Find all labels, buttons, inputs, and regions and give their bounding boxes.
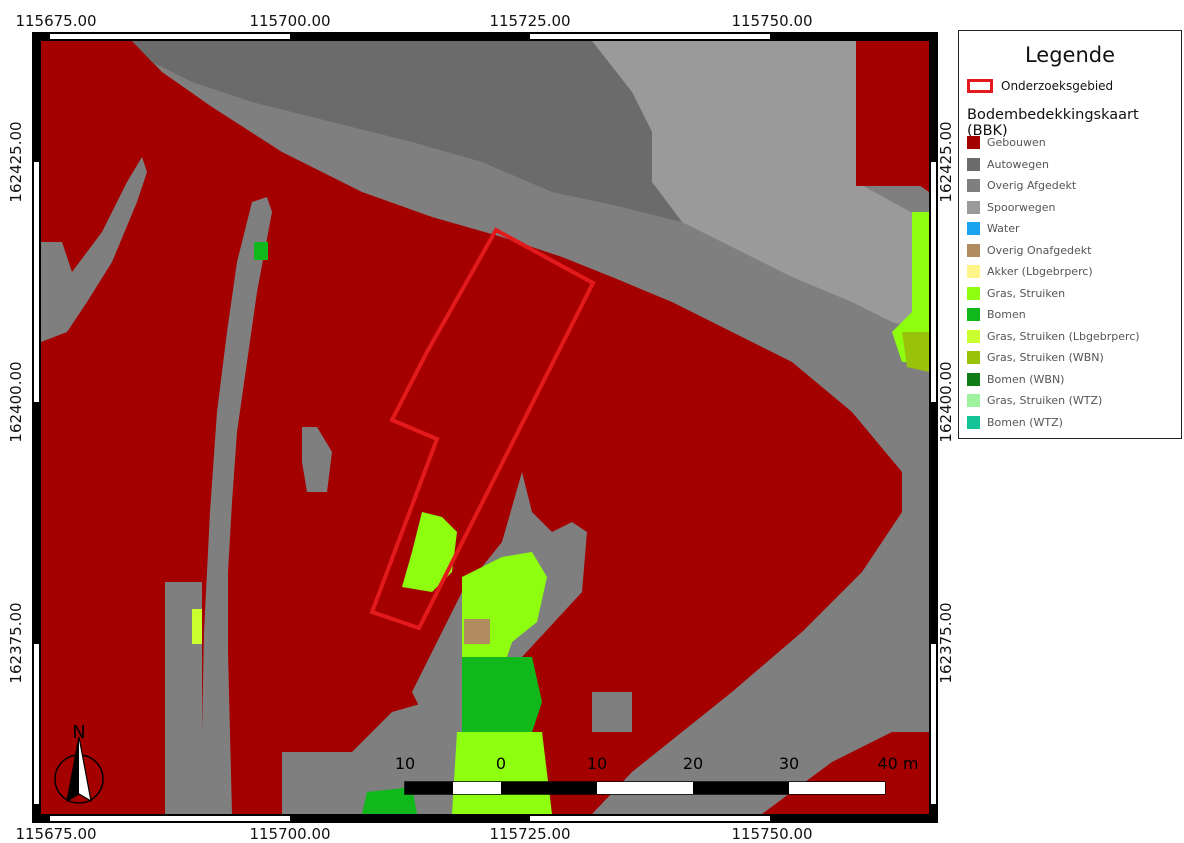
study-area-swatch: [967, 79, 993, 93]
coord-right-3: 162375.00: [937, 602, 955, 684]
legend-subtitle: Bodembedekkingskaart (BBK): [967, 107, 1139, 139]
legend-item: Gras, Struiken (Lbgebrperc): [967, 326, 1140, 348]
road-dark: [132, 41, 682, 222]
coord-top-1: 115675.00: [15, 12, 97, 30]
coord-right-2: 162400.00: [937, 361, 955, 443]
buildings-right: [856, 41, 929, 186]
trees-patch: [462, 657, 542, 732]
covered-south-right: [592, 692, 632, 732]
legend-swatch: [967, 415, 980, 429]
grass-wbn-right: [902, 332, 929, 372]
coord-bottom-4: 115750.00: [731, 825, 813, 843]
legend-swatch: [967, 351, 980, 365]
coord-top-2: 115700.00: [249, 12, 331, 30]
land-cover-layer: [41, 41, 929, 814]
scale-bar: 10 0 10 20 30 40 m: [395, 754, 919, 795]
legend-item: Autowegen: [967, 154, 1140, 176]
scale-label-6: 40 m: [877, 754, 918, 773]
legend-item: Akker (Lbgebrperc): [967, 261, 1140, 283]
legend: Legende Onderzoeksgebied Bodembedekkings…: [958, 30, 1182, 439]
legend-item: Bomen (WBN): [967, 369, 1140, 391]
legend-item: Gebouwen: [967, 132, 1140, 154]
legend-item-label: Akker (Lbgebrperc): [987, 265, 1093, 279]
legend-item-label: Autowegen: [987, 157, 1050, 171]
scale-label-4: 20: [683, 754, 703, 773]
scale-label-2: 0: [496, 754, 506, 773]
trees-small: [254, 242, 268, 260]
legend-swatch: [967, 308, 980, 322]
legend-item-label: Water: [987, 222, 1020, 236]
scale-label-3: 10: [587, 754, 607, 773]
grass-lbg-strip: [192, 609, 202, 644]
legend-item-label: Gras, Struiken: [987, 286, 1066, 300]
north-arrow: N: [54, 722, 104, 804]
coord-bottom-3: 115725.00: [489, 825, 571, 843]
road-central-strip: [202, 197, 272, 814]
legend-swatch: [967, 286, 980, 300]
trees-patch-bottom: [362, 787, 417, 814]
legend-swatch: [967, 265, 980, 279]
coord-bottom-2: 115700.00: [249, 825, 331, 843]
legend-swatch: [967, 372, 980, 386]
legend-swatch: [967, 243, 980, 257]
rail-area: [592, 41, 929, 332]
legend-item: Gras, Struiken (WBN): [967, 347, 1140, 369]
legend-list: Gebouwen Autowegen Overig Afgedekt Spoorweg…: [967, 132, 1140, 433]
legend-item-label: Gebouwen: [987, 136, 1046, 150]
grass-patch-1: [402, 512, 457, 592]
grass-patch-3: [452, 732, 552, 814]
grass-right-1: [892, 212, 929, 362]
legend-swatch: [967, 136, 980, 150]
scale-label-1: 10: [395, 754, 415, 773]
legend-title: Legende: [1024, 43, 1116, 67]
legend-item: Overig Onafgedekt: [967, 240, 1140, 262]
legend-swatch: [967, 394, 980, 408]
legend-item: Spoorwegen: [967, 197, 1140, 219]
coord-top-3: 115725.00: [489, 12, 571, 30]
legend-item: Overig Afgedekt: [967, 175, 1140, 197]
coord-bottom-1: 115675.00: [15, 825, 97, 843]
legend-swatch: [967, 179, 980, 193]
study-area-outline: [369, 227, 596, 631]
coord-left-1: 162425.00: [7, 121, 25, 203]
legend-item-label: Bomen: [987, 308, 1026, 322]
legend-item-label: Overig Afgedekt: [987, 179, 1077, 193]
legend-item-label: Gras, Struiken (Lbgebrperc): [987, 329, 1140, 343]
legend-item: Bomen (WTZ): [967, 412, 1140, 434]
legend-item-label: Bomen (WTZ): [987, 415, 1063, 429]
legend-swatch: [967, 200, 980, 214]
coord-left-3: 162375.00: [7, 602, 25, 684]
legend-item: Bomen: [967, 304, 1140, 326]
study-area-label: Onderzoeksgebied: [1001, 79, 1114, 93]
north-arrow-label: N: [72, 722, 85, 743]
legend-study-area: Onderzoeksgebied: [967, 79, 1113, 93]
unpaved-patch: [464, 619, 490, 644]
land-cover-map[interactable]: N 10 0 10 20 30 40 m: [32, 32, 938, 823]
coord-right-1: 162425.00: [937, 121, 955, 203]
coord-top-4: 115750.00: [731, 12, 813, 30]
covered-patch: [302, 427, 332, 492]
coord-left-2: 162400.00: [7, 361, 25, 443]
legend-item: Gras, Struiken (WTZ): [967, 390, 1140, 412]
legend-swatch: [967, 157, 980, 171]
legend-item-label: Bomen (WBN): [987, 372, 1065, 386]
legend-swatch: [967, 222, 980, 236]
legend-swatch: [967, 329, 980, 343]
legend-item-label: Gras, Struiken (WTZ): [987, 394, 1103, 408]
legend-item-label: Overig Onafgedekt: [987, 243, 1092, 257]
legend-item-label: Spoorwegen: [987, 200, 1056, 214]
legend-item: Water: [967, 218, 1140, 240]
legend-item: Gras, Struiken: [967, 283, 1140, 305]
scale-label-5: 30: [779, 754, 799, 773]
legend-item-label: Gras, Struiken (WBN): [987, 351, 1104, 365]
road-left-strip: [41, 157, 147, 342]
